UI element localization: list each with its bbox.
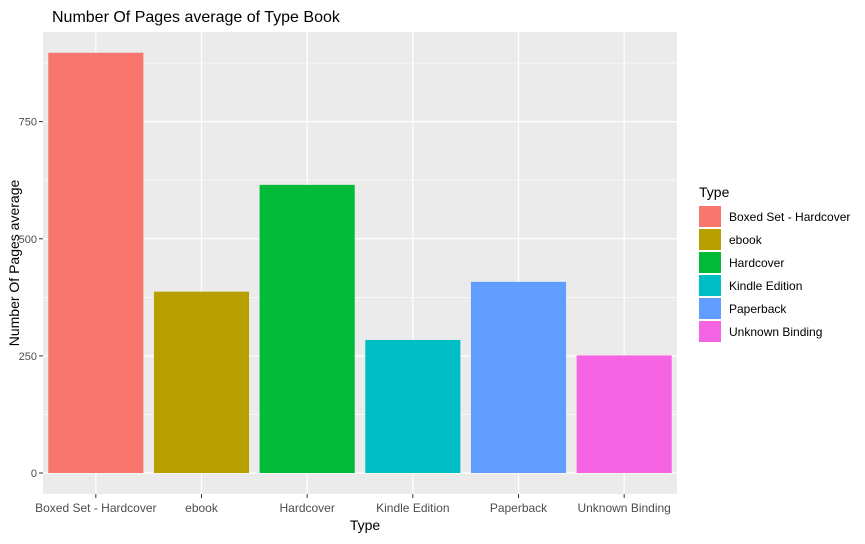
legend-key [699,252,721,273]
bar-unknown-binding [576,355,672,473]
legend-label: Boxed Set - Hardcover [729,210,850,224]
legend-label: ebook [729,233,763,247]
chart-title: Number Of Pages average of Type Book [52,9,341,26]
bar-boxed-set-hardcover [48,52,144,474]
legend-title: Type [699,184,730,200]
x-tick-label: ebook [185,501,219,515]
y-axis-label: Number Of Pages average [6,180,22,347]
y-axis: 0 250 500 750 [19,117,43,480]
legend-items: Boxed Set - Hardcover ebook Hardcover Kindl… [699,206,850,342]
bar-hardcover [259,184,355,473]
legend-key [699,298,721,319]
legend: Type Boxed Set - Hardcover ebook Hardcover… [699,184,850,342]
y-tick-label: 0 [31,468,37,480]
legend-key [699,206,721,227]
minor-gridlines [43,62,677,415]
legend-key [699,229,721,250]
x-tick-label: Hardcover [279,501,334,515]
legend-label: Hardcover [729,256,784,270]
y-tick-label: 500 [19,234,37,246]
x-axis: Boxed Set - Hardcover ebook Hardcover Kindl… [35,494,671,515]
x-tick-label: Paperback [490,501,548,515]
x-tick-label: Kindle Edition [376,501,449,515]
legend-label: Paperback [729,302,787,316]
bar-ebook [153,291,250,473]
x-axis-label: Type [350,517,381,533]
bars-group [48,52,672,474]
x-tick-label: Unknown Binding [577,501,670,515]
legend-key [699,321,721,342]
plot-panel [43,32,677,494]
x-tick-label: Boxed Set - Hardcover [35,501,156,515]
y-tick-label: 750 [19,117,37,129]
bar-kindle-edition [365,339,461,473]
bar-paperback [470,281,567,473]
legend-label: Unknown Binding [729,325,822,339]
legend-key [699,275,721,296]
y-tick-label: 250 [19,351,37,363]
legend-label: Kindle Edition [729,279,802,293]
